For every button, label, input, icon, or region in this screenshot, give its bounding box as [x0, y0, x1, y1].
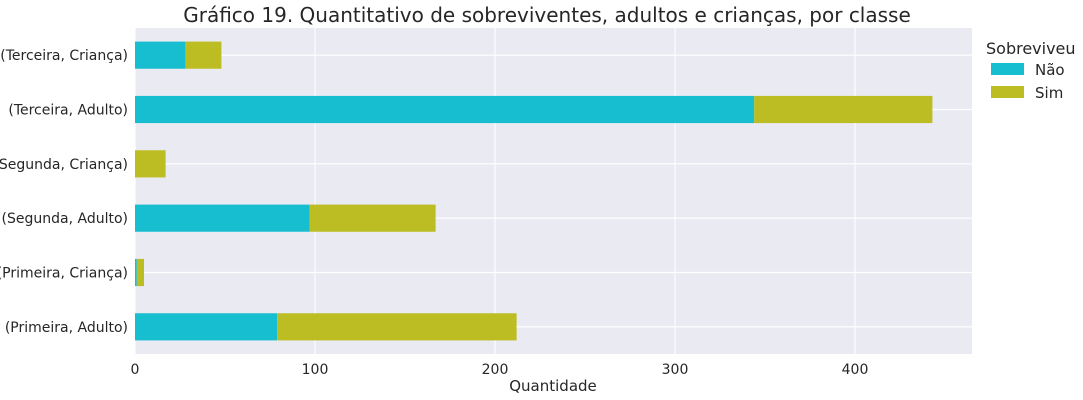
bar-nao [135, 95, 755, 124]
bar-sim [185, 41, 222, 69]
legend-label: Sim [1035, 84, 1063, 102]
y-tick-label: (Terceira, Adulto) [8, 103, 128, 119]
legend-swatch [991, 63, 1024, 75]
x-tick-label: 400 [842, 362, 869, 378]
bar-nao [135, 204, 310, 232]
x-tick-label: 300 [662, 362, 689, 378]
legend-title: Sobreviveu [986, 39, 1076, 58]
bar-sim [309, 204, 436, 232]
plot-area [135, 28, 972, 354]
chart-title: Gráfico 19. Quantitativo de sobrevivente… [183, 3, 911, 27]
bar-sim [136, 258, 144, 287]
y-tick-label: (Terceira, Criança) [0, 48, 128, 64]
bar-nao [135, 41, 186, 69]
y-tick-label: (Segunda, Adulto) [2, 211, 128, 227]
x-tick-label: 0 [131, 362, 140, 378]
x-tick-labels: 0 100 200 300 400 [131, 362, 869, 378]
bar-nao [135, 258, 137, 287]
bar-sim [754, 95, 933, 124]
x-tick-label: 100 [302, 362, 329, 378]
y-tick-label: (Segunda, Criança) [0, 157, 128, 173]
x-tick-label: 200 [482, 362, 509, 378]
bars [135, 41, 933, 341]
bar-nao [135, 313, 278, 341]
y-tick-labels: (Primeira, Adulto) (Primeira, Criança) (Se… [0, 48, 128, 336]
legend-swatch [991, 86, 1024, 98]
legend: Sobreviveu Não Sim [986, 39, 1076, 102]
bar-sim [277, 313, 517, 341]
y-tick-label: (Primeira, Criança) [0, 266, 128, 282]
bar-sim [135, 150, 166, 178]
x-axis-label: Quantidade [509, 377, 597, 395]
y-tick-label: (Primeira, Adulto) [5, 320, 128, 336]
legend-label: Não [1035, 61, 1065, 79]
